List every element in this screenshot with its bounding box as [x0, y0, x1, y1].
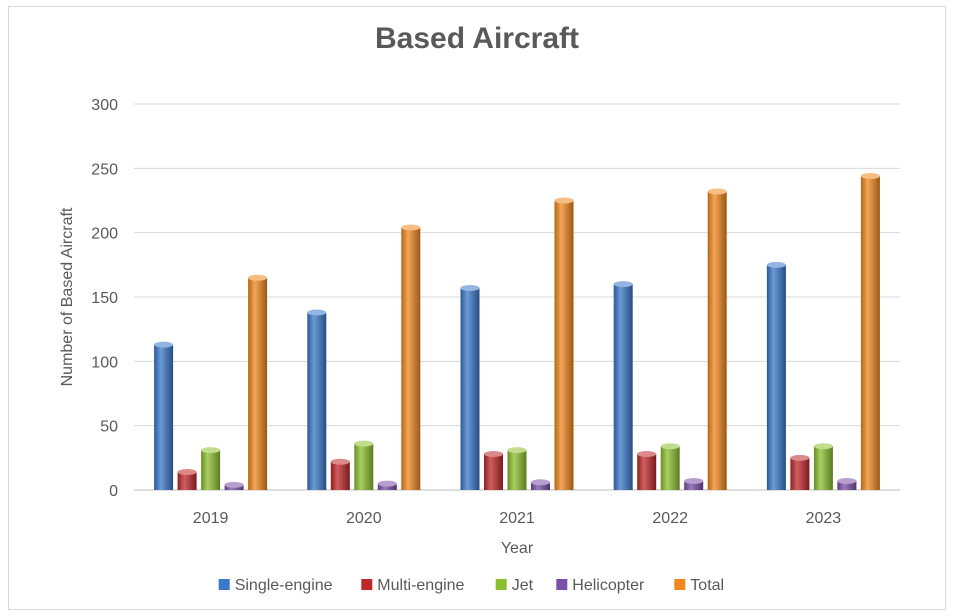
bar-cap: [354, 440, 374, 447]
bar-jet-2020: [354, 443, 374, 490]
y-tick-label: 0: [109, 483, 118, 500]
bar-cap: [660, 443, 680, 450]
bar-helicopter-2021: [531, 482, 550, 490]
bar-helicopter-2023: [837, 480, 857, 490]
bar-single-engine-2021: [460, 287, 480, 490]
bar-cap: [637, 450, 657, 457]
legend-swatch: [361, 579, 373, 590]
x-tick-label: 2022: [652, 510, 688, 527]
bar-cap: [813, 443, 833, 450]
bar-cap: [460, 284, 480, 291]
bar-cap: [484, 450, 503, 457]
x-tick-labels: 2019 2020 2021 2022 2023: [193, 510, 841, 527]
legend-label: Single-engine: [235, 577, 333, 594]
x-tick-label: 2021: [499, 510, 535, 527]
chart-title: Based Aircraft: [375, 22, 579, 55]
bar-cap: [201, 447, 221, 454]
y-tick-label: 100: [91, 354, 118, 371]
legend-label: Multi-engine: [377, 577, 464, 594]
bar-cap: [248, 274, 268, 281]
bar-cap: [154, 341, 174, 348]
y-axis-title: Number of Based Aircraft: [59, 207, 76, 386]
bar-jet-2022: [660, 446, 680, 490]
bar-cap: [377, 480, 397, 487]
bar-cap: [837, 477, 857, 484]
bar-multi-engine-2020: [330, 461, 350, 490]
bar-jet-2023: [813, 446, 833, 490]
bar-helicopter-2022: [684, 480, 704, 490]
bar-cap: [177, 468, 197, 475]
legend-label: Total: [690, 577, 724, 594]
legend-swatch: [556, 579, 568, 590]
bar-single-engine-2023: [766, 264, 786, 490]
legend-label: Helicopter: [572, 577, 645, 594]
bar-multi-engine-2019: [177, 471, 197, 490]
bar-multi-engine-2023: [790, 457, 810, 490]
legend-swatch: [495, 579, 507, 590]
bar-total-2020: [401, 227, 421, 490]
bar-single-engine-2022: [613, 284, 633, 490]
y-tick-labels: 0 50 100 150 200 250 300: [91, 97, 118, 500]
bar-cap: [330, 458, 350, 465]
bar-jet-2021: [507, 450, 527, 490]
bar-cap: [507, 447, 527, 454]
y-tick-label: 250: [91, 161, 118, 178]
bar-cap: [224, 481, 244, 488]
y-tick-label: 50: [100, 419, 118, 436]
bar-jet-2019: [201, 450, 221, 490]
bar-cap: [707, 188, 727, 195]
x-axis-title: Year: [501, 540, 534, 557]
legend-label: Jet: [512, 577, 534, 594]
bar-cap: [531, 479, 550, 486]
bar-single-engine-2020: [307, 312, 327, 490]
bar-total-2022: [707, 191, 727, 490]
bar-cap: [613, 281, 633, 288]
legend-swatch: [218, 579, 230, 590]
x-tick-label: 2023: [806, 510, 842, 527]
y-tick-label: 150: [91, 290, 118, 307]
y-tick-label: 200: [91, 226, 118, 243]
bar-helicopter-2020: [377, 483, 397, 490]
legend-swatch: [674, 579, 686, 590]
bar-multi-engine-2022: [637, 453, 657, 490]
bar-total-2023: [860, 176, 880, 490]
bar-cap: [766, 261, 786, 268]
x-tick-label: 2020: [346, 510, 382, 527]
bar-cap: [684, 477, 704, 484]
bar-total-2021: [554, 200, 574, 490]
legend: Single-engine Multi-engine Jet Helicopter To…: [218, 577, 724, 594]
bar-total-2019: [248, 277, 268, 490]
x-tick-label: 2019: [193, 510, 229, 527]
y-tick-label: 300: [91, 97, 118, 114]
bar-single-engine-2019: [154, 344, 174, 490]
bar-cap: [401, 224, 421, 231]
bar-cap: [307, 309, 327, 316]
bar-multi-engine-2021: [484, 453, 503, 490]
bar-cap: [554, 197, 574, 204]
bars: [154, 173, 880, 490]
bar-cap: [860, 173, 880, 180]
bar-cap: [790, 454, 810, 461]
